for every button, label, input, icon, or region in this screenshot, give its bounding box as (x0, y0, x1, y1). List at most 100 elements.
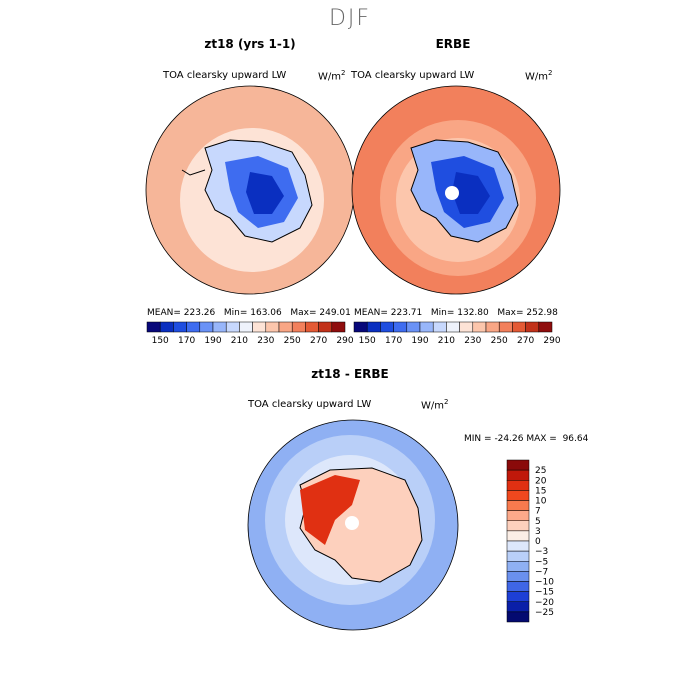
panel3-units: W/m2 (421, 398, 449, 412)
panel2-colorbar-swatch-8 (459, 321, 474, 333)
panel3-colorbar-swatch-14 (506, 601, 530, 613)
panel1-stats: MEAN= 223.26 Min= 163.06 Max= 249.01 (147, 308, 351, 318)
panel1-colorbar-swatch-3 (186, 321, 201, 333)
panel3-map (248, 420, 458, 630)
panel1-colorbar-tick-label: 190 (204, 336, 221, 346)
panel2-map (352, 86, 560, 294)
panel2-title: ERBE (435, 37, 471, 51)
panel3-colorbar-swatch-6 (506, 520, 530, 532)
panel2-colorbar-swatch-14 (538, 321, 553, 333)
panel1-colorbar-tick-label: 250 (284, 336, 301, 346)
panel2-frame (351, 85, 561, 295)
panel3-colorbar-swatch-8 (506, 540, 530, 552)
panel3-tick-label: 7 (535, 507, 541, 517)
panel3-colorbar-swatch-3 (506, 490, 530, 501)
panel1-colorbar-swatch-14 (331, 321, 346, 333)
panel1-peninsula (181, 169, 206, 176)
panel3-tick-label: 10 (535, 497, 547, 507)
panel1-variable: TOA clearsky upward LW (163, 70, 287, 81)
panel1-colorbar-tick-label: 230 (257, 336, 274, 346)
panel1-colorbar-tick-label: 150 (152, 336, 169, 346)
panel2-colorbar-tick-label: 230 (464, 336, 481, 346)
panel3-colorbar-swatch-7 (506, 530, 530, 542)
panel3-stats: MIN = -24.26 MAX = 96.64 (464, 434, 589, 444)
panel1-units: W/m2 (318, 69, 346, 83)
panel2-colorbar-tick-label: 170 (385, 336, 402, 346)
panel3-tick-label: −25 (535, 608, 554, 618)
panel3-tick-label: −7 (535, 567, 548, 577)
panel3-tick-label: −5 (535, 557, 548, 567)
panel1-colorbar-swatch-5 (212, 321, 227, 333)
panel3-tick-label: 15 (535, 486, 546, 496)
panel2-stats: MEAN= 223.71 Min= 132.80 Max= 252.98 (354, 308, 558, 318)
panel3-colorbar-swatch-4 (506, 500, 530, 511)
panel1-colorbar-tick-label: 290 (336, 336, 353, 346)
panel2-colorbar-swatch-2 (380, 321, 394, 333)
panel2-units: W/m2 (525, 69, 553, 83)
panel3-colorbar-swatch-11 (506, 571, 530, 582)
panel2-colorbar-swatch-5 (419, 321, 434, 333)
panel2-colorbar-swatch-1 (366, 321, 381, 333)
panel1-map (146, 86, 354, 294)
panel2-colorbar-tick-label: 270 (517, 336, 534, 346)
panel2-colorbar-swatch-13 (525, 321, 540, 333)
panel1-colorbar-swatch-8 (252, 321, 267, 333)
panel1-colorbar-swatch-11 (291, 321, 306, 333)
panel1-colorbar: 150 170 190 210 230 250 270 290 (146, 321, 354, 346)
panel1-colorbar-swatch-4 (199, 321, 214, 333)
panel3-pole-hole (345, 516, 359, 530)
panel3-tick-label: −3 (535, 547, 548, 557)
panel3-colorbar-swatch-5 (506, 510, 530, 521)
panel1-colorbar-tick-label: 170 (178, 336, 195, 346)
panel3-tick-label: −20 (535, 598, 554, 608)
panel2-colorbar: 150 170 190 210 230 250 270 290 (353, 321, 561, 346)
panel1-plateau-core (246, 172, 284, 214)
panel3-colorbar-swatch-12 (506, 581, 530, 592)
panel3-colorbar-swatch-10 (506, 561, 530, 572)
panel1-colorbar-tick-label: 210 (231, 336, 248, 346)
panel1-colorbar-tick-label: 270 (310, 336, 327, 346)
panel2-colorbar-swatch-10 (485, 321, 500, 333)
panel2-colorbar-tick-label: 210 (438, 336, 455, 346)
panel3-colorbar-swatch-15 (506, 611, 530, 623)
panel2-colorbar-swatch-4 (406, 321, 421, 333)
panel2-colorbar-swatch-9 (472, 321, 487, 333)
panel2-variable: TOA clearsky upward LW (351, 70, 475, 81)
panel3-tick-label: −15 (535, 588, 554, 598)
panel1-colorbar-swatch-7 (239, 321, 253, 333)
panel2-colorbar-swatch-6 (432, 321, 447, 333)
panel3-tick-label: 20 (535, 476, 547, 486)
season-title: DJF (328, 6, 372, 31)
panel1-colorbar-swatch-13 (318, 321, 333, 333)
panel3-tick-label: 0 (535, 537, 541, 547)
panel1-colorbar-swatch-12 (305, 321, 319, 333)
panel1-colorbar-swatch-2 (173, 321, 187, 333)
panel3-tick-label: 25 (535, 466, 546, 476)
panel2-colorbar-tick-label: 290 (543, 336, 560, 346)
panel3-tick-label: 3 (535, 527, 541, 537)
panel2-colorbar-swatch-0 (353, 321, 368, 333)
panel3-frame (247, 419, 459, 631)
panel2-colorbar-swatch-7 (446, 321, 460, 333)
panel3-variable: TOA clearsky upward LW (248, 399, 372, 410)
panel2-colorbar-tick-label: 150 (359, 336, 376, 346)
panel3-colorbar-swatch-1 (506, 469, 530, 481)
panel1-colorbar-swatch-10 (278, 321, 293, 333)
panel2-colorbar-tick-label: 250 (491, 336, 508, 346)
panel2-plateau-core (452, 172, 490, 214)
panel3-title: zt18 - ERBE (311, 367, 389, 381)
panel2-colorbar-swatch-12 (512, 321, 526, 333)
panel2-pole-hole (445, 186, 459, 200)
panel1-colorbar-swatch-6 (225, 321, 240, 333)
panel3-west-warm (300, 475, 360, 545)
panel3-colorbar-swatch-9 (506, 550, 530, 562)
panel2-colorbar-swatch-3 (393, 321, 408, 333)
panel1-colorbar-swatch-0 (146, 321, 161, 333)
panel2-colorbar-swatch-11 (498, 321, 513, 333)
panel2-colorbar-tick-label: 190 (411, 336, 428, 346)
panel1-colorbar-swatch-1 (159, 321, 174, 333)
panel3-tick-label: −10 (535, 578, 554, 588)
panel3-colorbar-swatch-0 (506, 459, 530, 471)
